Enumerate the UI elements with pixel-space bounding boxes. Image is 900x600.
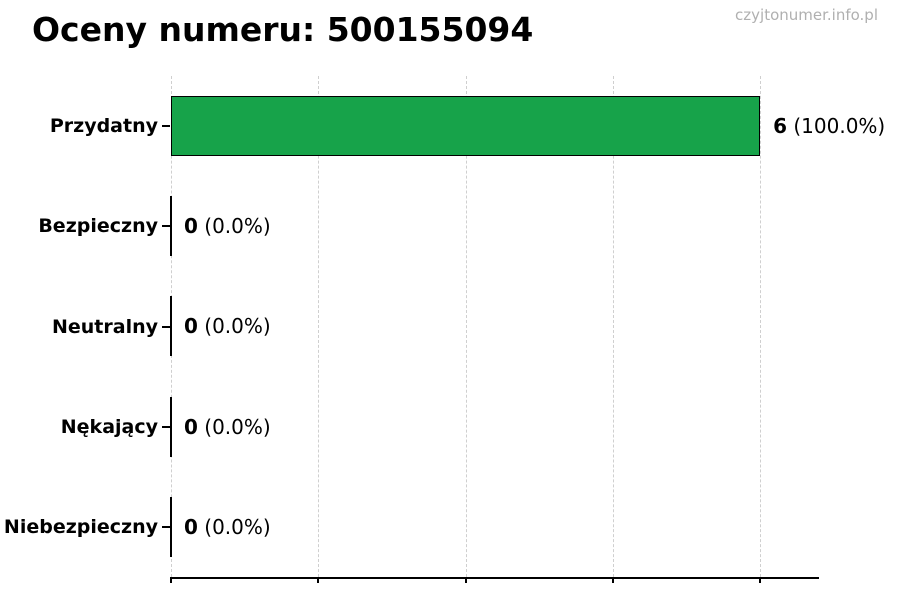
bar-bezpieczny [170, 196, 172, 257]
value-percent: (0.0%) [197, 414, 271, 439]
y-axis-tick [162, 325, 170, 328]
watermark: czyjtonumer.info.pl [735, 6, 878, 24]
value-count: 6 [773, 114, 787, 139]
bar-row: 0 (0.0%) [170, 276, 819, 376]
plot-area: 6 (100.0%) 0 (0.0%) 0 (0.0%) 0 (0.0%) 0 (0.0… [170, 76, 885, 583]
y-axis-tick [162, 425, 170, 428]
bar-row: 6 (100.0%) [171, 76, 885, 176]
value-count: 0 [184, 414, 198, 439]
category-label-nękający: Nękający [60, 415, 158, 438]
x-axis-tick [464, 577, 467, 583]
value-percent: (100.0%) [787, 114, 886, 139]
gridline [465, 76, 467, 577]
value-count: 0 [184, 314, 198, 339]
gridline [760, 76, 762, 577]
y-axis-tick [162, 225, 170, 228]
bar-nękający [170, 396, 172, 457]
x-axis-tick [611, 577, 614, 583]
value-percent: (0.0%) [197, 214, 271, 239]
value-percent: (0.0%) [197, 514, 271, 539]
value-label: 0 (0.0%) [184, 214, 271, 238]
bar-neutralny [170, 296, 172, 357]
x-axis-tick [759, 577, 762, 583]
bar-row: 0 (0.0%) [170, 477, 819, 577]
bar-row: 0 (0.0%) [170, 176, 819, 276]
value-count: 0 [184, 514, 198, 539]
value-label: 0 (0.0%) [184, 515, 271, 539]
value-count: 0 [184, 214, 198, 239]
bar-row: 0 (0.0%) [170, 377, 819, 477]
gridline [318, 76, 320, 577]
category-label-neutralny: Neutralny [51, 315, 158, 338]
bar-niebezpieczny [170, 496, 172, 557]
value-label: 0 (0.0%) [184, 415, 271, 439]
value-label: 6 (100.0%) [773, 114, 885, 138]
x-axis-tick [170, 577, 172, 583]
category-label-przydatny: Przydatny [49, 115, 158, 138]
x-axis-tick [317, 577, 320, 583]
value-label: 0 (0.0%) [184, 314, 271, 338]
chart-title: Oceny numeru: 500155094 [32, 10, 534, 49]
y-axis-tick [162, 525, 170, 528]
y-axis-tick [162, 125, 170, 128]
value-percent: (0.0%) [197, 314, 271, 339]
category-label-niebezpieczny: Niebezpieczny [3, 515, 158, 538]
x-axis-line [171, 577, 819, 579]
gridline [612, 76, 614, 577]
category-label-bezpieczny: Bezpieczny [38, 215, 158, 238]
bar-przydatny [171, 96, 761, 157]
